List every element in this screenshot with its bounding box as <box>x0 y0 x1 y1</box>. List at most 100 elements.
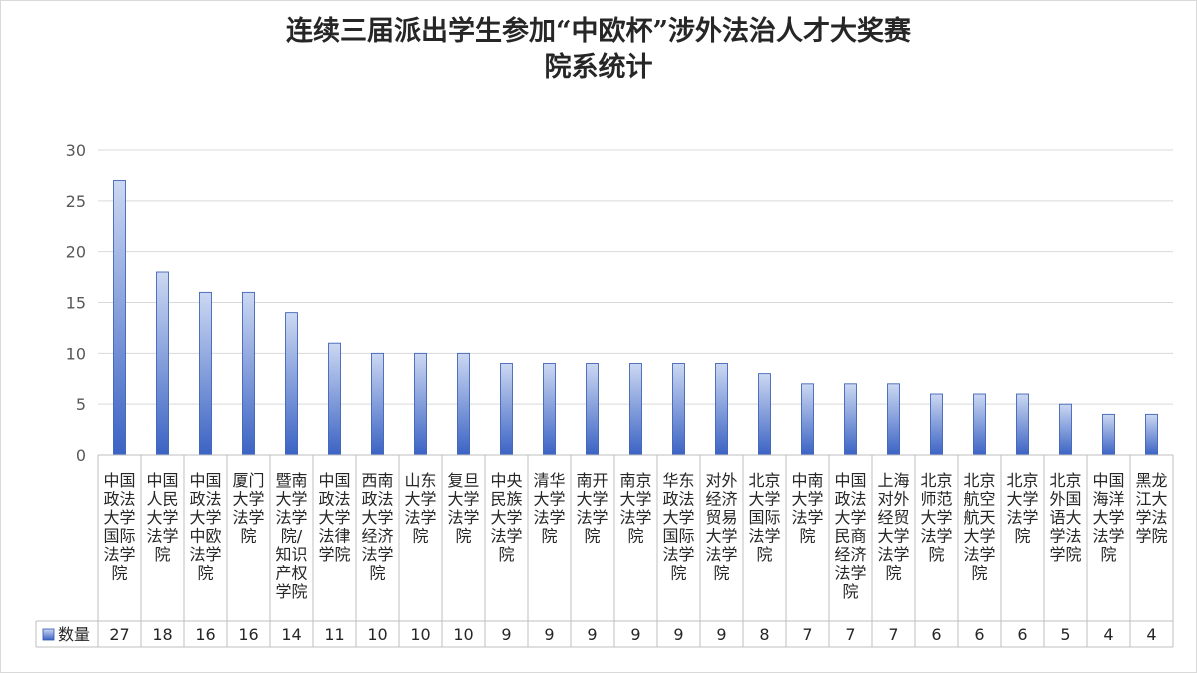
category-label-line: 院 <box>455 527 471 546</box>
bar <box>543 363 556 456</box>
category-label: 山东大学法学院 <box>404 471 436 546</box>
category-label-line: 大学 <box>146 508 178 527</box>
category-label-line: 大学 <box>189 508 221 527</box>
bar <box>844 383 857 456</box>
data-table-value: 4 <box>1103 625 1113 644</box>
category-label-line: 院 <box>197 564 213 583</box>
category-label: 暨南大学法学院/知识产权学院 <box>275 471 307 601</box>
category-label-line: 法学 <box>619 508 651 527</box>
category-label-line: 经济 <box>834 545 866 564</box>
data-table-value: 9 <box>544 625 554 644</box>
category-label: 南开大学法学院 <box>576 471 608 546</box>
category-label: 中国政法大学民商经济法学院 <box>834 471 866 601</box>
category-label-line: 院 <box>412 527 428 546</box>
data-table-value: 5 <box>1060 625 1070 644</box>
category-label-line: 中欧 <box>189 527 221 546</box>
category-label-line: 大学 <box>1006 490 1038 509</box>
category-label: 中国人民大学法学院 <box>146 471 178 564</box>
bar <box>930 393 943 456</box>
category-label-line: 清华 <box>533 471 565 490</box>
category-label-line: 大学 <box>361 508 393 527</box>
category-label: 北京师范大学法学院 <box>920 471 952 564</box>
category-label-line: 北京 <box>748 471 780 490</box>
category-label-line: 大学 <box>920 508 952 527</box>
category-label-line: 对外 <box>705 471 737 490</box>
category-label-line: 院 <box>240 527 256 546</box>
category-label-line: 学法 <box>1135 508 1167 527</box>
category-label-line: 院 <box>971 564 987 583</box>
category-label-line: 法律 <box>318 527 350 546</box>
category-label-line: 大学 <box>490 508 522 527</box>
category-label-line: 法学 <box>920 527 952 546</box>
bar <box>715 363 728 456</box>
y-tick-label: 30 <box>66 141 86 160</box>
category-label-line: 院 <box>842 582 858 601</box>
category-label: 北京大学国际法学院 <box>748 471 780 564</box>
category-label-line: 法学 <box>1006 508 1038 527</box>
category-label-line: 院 <box>111 564 127 583</box>
category-label-line: 北京 <box>920 471 952 490</box>
category-label-line: 法学 <box>275 508 307 527</box>
category-label-line: 江大 <box>1135 490 1167 509</box>
category-label-line: 民族 <box>490 490 522 509</box>
bar <box>629 363 642 456</box>
category-label-line: 院 <box>713 564 729 583</box>
category-label-line: 学法 <box>1049 527 1081 546</box>
category-label-line: 中国 <box>1092 471 1124 490</box>
data-table-value: 16 <box>238 625 258 644</box>
bar <box>1059 403 1072 456</box>
category-label-line: 黑龙 <box>1135 471 1167 490</box>
category-label-line: 政法 <box>103 490 135 509</box>
category-label-line: 法学 <box>232 508 264 527</box>
category-label-line: 大学 <box>318 508 350 527</box>
category-label-line: 航空 <box>963 490 995 509</box>
category-label-line: 法学 <box>705 545 737 564</box>
category-label-line: 大学 <box>103 508 135 527</box>
category-label-line: 院 <box>670 564 686 583</box>
y-tick-label: 0 <box>76 446 86 465</box>
data-table-value: 10 <box>410 625 430 644</box>
category-label: 北京外国语大学法学院 <box>1049 471 1081 564</box>
category-label-line: 法学 <box>490 527 522 546</box>
category-label-line: 政法 <box>834 490 866 509</box>
category-label-line: 法学 <box>533 508 565 527</box>
category-label-line: 大学 <box>619 490 651 509</box>
category-label-line: 南开 <box>576 471 608 490</box>
bar <box>500 363 513 456</box>
category-label-line: 对外 <box>877 490 909 509</box>
chart-title: 连续三届派出学生参加“中欧杯”涉外法治人才大奖赛 院系统计 <box>0 14 1197 86</box>
category-label-line: 法学 <box>361 545 393 564</box>
category-label-line: 法学 <box>189 545 221 564</box>
chart-title-line-2: 院系统计 <box>544 52 653 83</box>
category-label-line: 贸易 <box>705 508 737 527</box>
bar <box>414 352 427 456</box>
data-table-value: 6 <box>1017 625 1027 644</box>
category-label-line: 师范 <box>920 490 952 509</box>
bar <box>242 291 255 456</box>
category-label-line: 大学 <box>963 527 995 546</box>
category-label-line: 院 <box>541 527 557 546</box>
category-label-line: 大学 <box>404 490 436 509</box>
category-label-line: 中国 <box>834 471 866 490</box>
y-tick-label: 20 <box>66 243 86 262</box>
category-label: 北京航空航天大学法学院 <box>963 471 995 583</box>
category-label: 中国政法大学国际法学院 <box>103 471 135 583</box>
data-table-value: 11 <box>324 625 344 644</box>
category-label-line: 北京 <box>1049 471 1081 490</box>
data-table-value: 14 <box>281 625 301 644</box>
category-label-line: 政法 <box>662 490 694 509</box>
data-table-value: 16 <box>195 625 215 644</box>
category-label: 南京大学法学院 <box>619 471 651 546</box>
category-label-line: 法学 <box>103 545 135 564</box>
data-table-value: 7 <box>802 625 812 644</box>
category-label-line: 知识 <box>275 545 307 564</box>
bar <box>199 291 212 456</box>
category-label-line: 法学 <box>146 527 178 546</box>
y-tick-label: 25 <box>66 192 86 211</box>
category-label-line: 法学 <box>662 545 694 564</box>
category-label-line: 学院 <box>1135 527 1167 546</box>
data-table-value: 9 <box>716 625 726 644</box>
bar <box>1016 393 1029 456</box>
category-label-line: 航天 <box>963 508 995 527</box>
